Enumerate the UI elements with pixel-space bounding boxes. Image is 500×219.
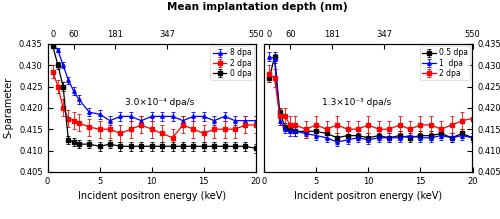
- X-axis label: Incident positron energy (keV): Incident positron energy (keV): [78, 191, 226, 201]
- Text: 3.0×10⁻⁴ dpa/s: 3.0×10⁻⁴ dpa/s: [124, 98, 194, 107]
- Legend: 8 dpa, 2 dpa, 0 dpa: 8 dpa, 2 dpa, 0 dpa: [210, 46, 254, 80]
- Y-axis label: S-parameter: S-parameter: [4, 77, 14, 138]
- X-axis label: Incident positron energy (keV): Incident positron energy (keV): [294, 191, 442, 201]
- Text: Mean implantation depth (nm): Mean implantation depth (nm): [167, 2, 348, 12]
- Legend: 0.5 dpa, 1  dpa, 2 dpa: 0.5 dpa, 1 dpa, 2 dpa: [420, 46, 470, 80]
- Text: 1.3×10⁻³ dpa/s: 1.3×10⁻³ dpa/s: [322, 98, 392, 107]
